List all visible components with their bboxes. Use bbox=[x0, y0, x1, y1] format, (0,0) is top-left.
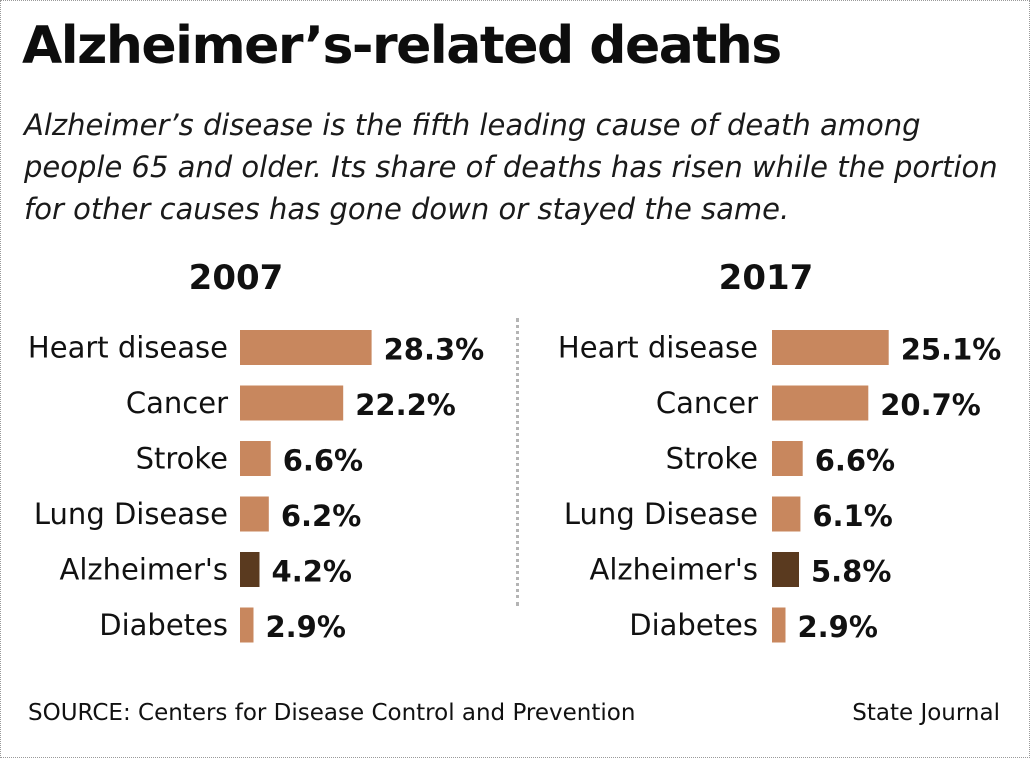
chart-subtitle: Alzheimer’s disease is the fifth leading… bbox=[24, 108, 998, 226]
category-label-stroke: Stroke bbox=[136, 442, 228, 476]
value-label-stroke: 6.6% bbox=[283, 444, 363, 478]
bar-diabetes bbox=[240, 607, 254, 643]
bar-stroke bbox=[240, 441, 271, 476]
bar-heart-disease bbox=[240, 330, 372, 365]
bar-diabetes bbox=[772, 607, 786, 643]
panel-title-2017: 2017 bbox=[718, 258, 814, 298]
panel-title-2007: 2007 bbox=[188, 258, 284, 298]
category-label-stroke: Stroke bbox=[666, 442, 758, 476]
value-label-lung-disease: 6.1% bbox=[812, 499, 892, 533]
category-label-cancer: Cancer bbox=[126, 386, 228, 420]
value-label-lung-disease: 6.2% bbox=[281, 499, 361, 533]
category-label-alzheimer-s: Alzheimer's bbox=[590, 553, 759, 587]
bar-lung-disease bbox=[772, 496, 801, 532]
value-label-diabetes: 2.9% bbox=[265, 610, 345, 644]
chart-panel-2017: Heart disease 25.1% Cancer 20.7% Stroke 6.6% L… bbox=[558, 330, 1001, 644]
value-label-alzheimer-s: 5.8% bbox=[811, 555, 891, 589]
value-label-heart-disease: 28.3% bbox=[384, 333, 485, 367]
value-label-alzheimer-s: 4.2% bbox=[272, 555, 352, 589]
source-note: SOURCE: Centers for Disease Control and … bbox=[28, 700, 636, 726]
category-label-heart-disease: Heart disease bbox=[28, 331, 228, 365]
category-label-cancer: Cancer bbox=[656, 386, 758, 420]
value-label-stroke: 6.6% bbox=[815, 444, 895, 478]
bar-alzheimer-s bbox=[772, 552, 799, 587]
category-label-lung-disease: Lung Disease bbox=[34, 497, 228, 531]
value-label-heart-disease: 25.1% bbox=[901, 333, 1002, 367]
bar-lung-disease bbox=[240, 496, 269, 532]
publisher-credit: State Journal bbox=[852, 700, 1000, 726]
chart-panel-2007: Heart disease 28.3% Cancer 22.2% Stroke 6.6% L… bbox=[28, 330, 484, 644]
bar-heart-disease bbox=[772, 330, 889, 365]
chart-title: Alzheimer’s-related deaths bbox=[22, 16, 782, 76]
bar-alzheimer-s bbox=[240, 552, 260, 587]
category-label-heart-disease: Heart disease bbox=[558, 331, 758, 365]
value-label-diabetes: 2.9% bbox=[797, 610, 877, 644]
value-label-cancer: 22.2% bbox=[355, 388, 456, 422]
value-label-cancer: 20.7% bbox=[880, 388, 981, 422]
bar-cancer bbox=[772, 385, 869, 421]
bar-cancer bbox=[240, 385, 344, 421]
bar-stroke bbox=[772, 441, 803, 476]
category-label-alzheimer-s: Alzheimer's bbox=[60, 553, 229, 587]
category-label-diabetes: Diabetes bbox=[629, 608, 758, 642]
category-label-diabetes: Diabetes bbox=[99, 608, 228, 642]
category-label-lung-disease: Lung Disease bbox=[564, 497, 758, 531]
panel-divider bbox=[516, 318, 519, 606]
